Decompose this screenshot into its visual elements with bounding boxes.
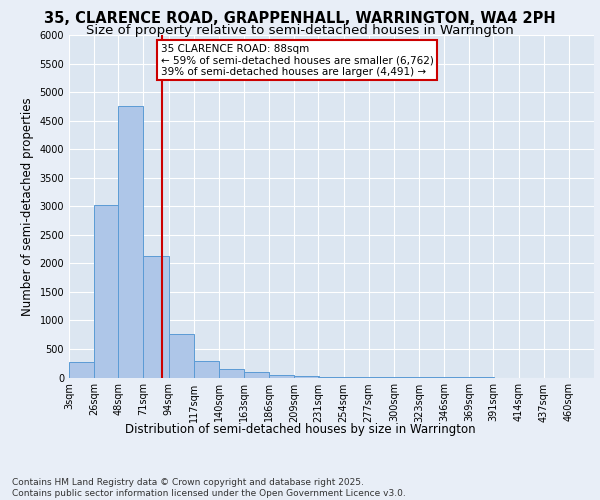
Bar bbox=[143, 256, 169, 378]
Bar bbox=[169, 334, 194, 378]
Bar bbox=[295, 376, 319, 378]
Text: Size of property relative to semi-detached houses in Warrington: Size of property relative to semi-detach… bbox=[86, 24, 514, 37]
Text: 35 CLARENCE ROAD: 88sqm
← 59% of semi-detached houses are smaller (6,762)
39% of: 35 CLARENCE ROAD: 88sqm ← 59% of semi-de… bbox=[161, 44, 434, 77]
Text: Contains HM Land Registry data © Crown copyright and database right 2025.
Contai: Contains HM Land Registry data © Crown c… bbox=[12, 478, 406, 498]
Bar bbox=[194, 361, 219, 378]
Bar bbox=[244, 372, 269, 378]
Bar bbox=[269, 374, 295, 378]
Y-axis label: Number of semi-detached properties: Number of semi-detached properties bbox=[21, 97, 34, 316]
Bar bbox=[219, 369, 244, 378]
Text: 35, CLARENCE ROAD, GRAPPENHALL, WARRINGTON, WA4 2PH: 35, CLARENCE ROAD, GRAPPENHALL, WARRINGT… bbox=[44, 11, 556, 26]
Bar bbox=[94, 204, 119, 378]
Bar bbox=[319, 377, 344, 378]
Text: Distribution of semi-detached houses by size in Warrington: Distribution of semi-detached houses by … bbox=[125, 422, 475, 436]
Bar bbox=[69, 362, 94, 378]
Bar bbox=[118, 106, 143, 378]
